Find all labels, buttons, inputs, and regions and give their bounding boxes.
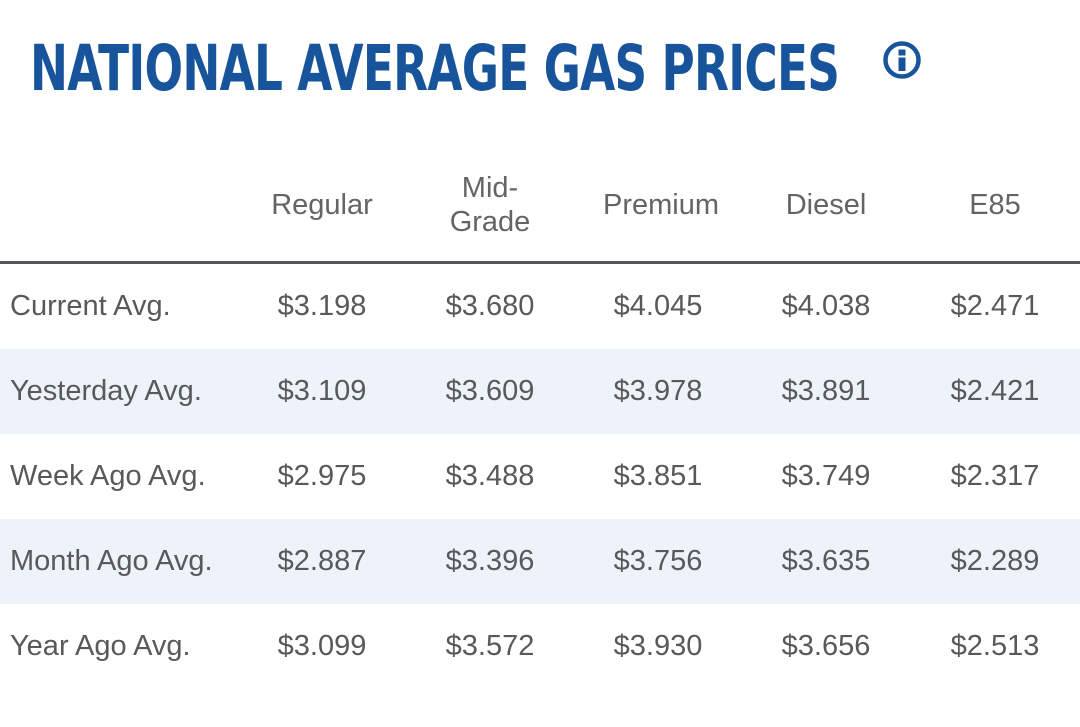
price-cell: $2.289 [950, 545, 1040, 577]
price-cell: $3.609 [445, 375, 535, 407]
price-cell: $3.680 [445, 290, 535, 322]
row-label: Yesterday Avg. [10, 375, 202, 407]
gas-prices-table: Regular Mid-Grade Premium Diesel E85 Cur… [0, 150, 1080, 689]
price-cell: $3.109 [277, 375, 367, 407]
title-bar: NATIONAL AVERAGE GAS PRICES [30, 32, 1080, 108]
table-row-year-ago-avg: Year Ago Avg. $3.099 $3.572 $3.930 $3.65… [0, 604, 1080, 689]
column-header-regular: Regular [271, 188, 373, 221]
price-cell: $3.756 [613, 545, 703, 577]
table-header-row: Regular Mid-Grade Premium Diesel E85 [0, 150, 1080, 264]
price-cell: $3.930 [613, 630, 703, 662]
price-cell: $3.749 [781, 460, 871, 492]
price-cell: $2.887 [277, 545, 367, 577]
price-cell: $3.488 [445, 460, 535, 492]
row-label: Month Ago Avg. [10, 545, 213, 577]
price-cell: $2.975 [277, 460, 367, 492]
row-label: Current Avg. [10, 290, 171, 322]
table-row-month-ago-avg: Month Ago Avg. $2.887 $3.396 $3.756 $3.6… [0, 519, 1080, 604]
price-cell: $2.513 [950, 630, 1040, 662]
price-cell: $3.572 [445, 630, 535, 662]
page-title: NATIONAL AVERAGE GAS PRICES [30, 32, 840, 105]
table-body: Current Avg. $3.198 $3.680 $4.045 $4.038… [0, 264, 1080, 689]
column-header-diesel: Diesel [785, 188, 867, 221]
price-cell: $2.471 [950, 290, 1040, 322]
price-cell: $3.891 [781, 375, 871, 407]
price-cell: $3.198 [277, 290, 367, 322]
price-cell: $3.978 [613, 375, 703, 407]
row-label: Week Ago Avg. [10, 460, 206, 492]
price-cell: $4.038 [781, 290, 871, 322]
price-cell: $2.317 [950, 460, 1040, 492]
table-row-current-avg: Current Avg. $3.198 $3.680 $4.045 $4.038… [0, 264, 1080, 349]
price-cell: $4.045 [613, 290, 703, 322]
column-header-premium: Premium [603, 188, 720, 221]
price-cell: $3.099 [277, 630, 367, 662]
table-row-week-ago-avg: Week Ago Avg. $2.975 $3.488 $3.851 $3.74… [0, 434, 1080, 519]
price-cell: $3.396 [445, 545, 535, 577]
price-cell: $3.851 [613, 460, 703, 492]
column-header-midgrade: Mid-Grade [449, 172, 531, 238]
info-icon[interactable] [882, 40, 922, 80]
column-header-e85: E85 [969, 188, 1021, 221]
row-label: Year Ago Avg. [10, 630, 191, 662]
price-cell: $3.656 [781, 630, 871, 662]
price-cell: $2.421 [950, 375, 1040, 407]
price-cell: $3.635 [781, 545, 871, 577]
table-row-yesterday-avg: Yesterday Avg. $3.109 $3.609 $3.978 $3.8… [0, 349, 1080, 434]
